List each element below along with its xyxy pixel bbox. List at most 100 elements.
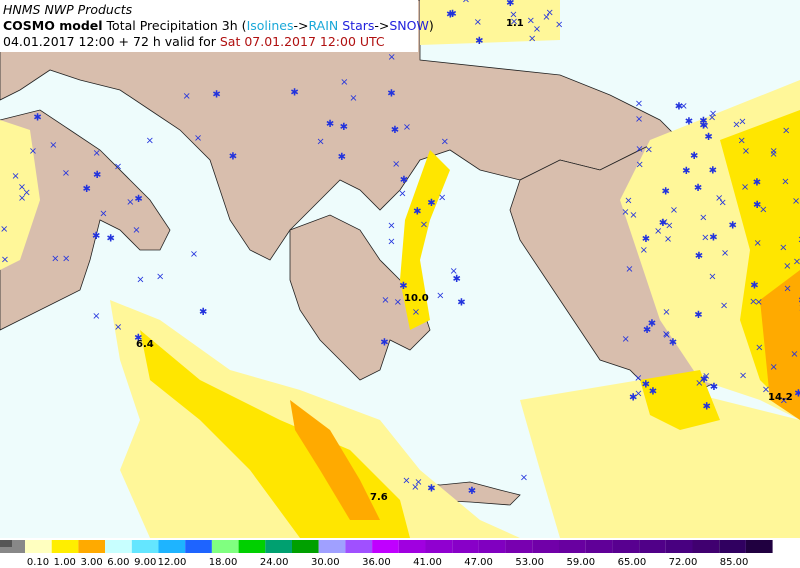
- colorbar-label: 18.00: [209, 557, 238, 568]
- snow-marker: ×: [420, 220, 428, 231]
- snow-marker: ×: [755, 342, 763, 353]
- snow-marker: ×: [701, 233, 709, 244]
- snow-marker: ×: [51, 254, 59, 265]
- isoline-label: 1.1: [506, 18, 524, 29]
- snow-marker: ✱: [753, 200, 761, 211]
- snow-marker: ×: [509, 9, 517, 20]
- snow-marker: ✱: [468, 486, 476, 497]
- snow-marker: ✱: [675, 101, 683, 112]
- snow-marker: ✱: [659, 218, 667, 229]
- snow-marker: ×: [398, 188, 406, 199]
- snow-marker: ×: [755, 297, 763, 308]
- snow-marker: ✱: [229, 151, 237, 162]
- colorbar-swatch: [265, 540, 292, 553]
- snow-marker: ×: [132, 225, 140, 236]
- header-title: COSMO model Total Precipitation 3h (Isol…: [3, 18, 434, 34]
- snow-marker: ×: [790, 349, 798, 360]
- header: HNMS NWP Products COSMO model Total Prec…: [0, 0, 434, 52]
- snow-marker: ×: [392, 159, 400, 170]
- colorbar-swatch: [78, 540, 106, 553]
- snow-marker: ×: [708, 113, 716, 124]
- colorbar-swatch: [585, 540, 613, 553]
- snow-marker: ×: [528, 34, 536, 45]
- snow-marker: ✱: [750, 280, 758, 291]
- snow-marker: ×: [11, 171, 19, 182]
- snow-marker: ×: [664, 234, 672, 245]
- field: Total Precipitation 3h: [106, 18, 238, 33]
- isoline-label: 10.0: [404, 293, 429, 304]
- snow-marker: ×: [146, 136, 154, 147]
- header-time: 04.01.2017 12:00 + 72 h valid for Sat 07…: [3, 34, 418, 50]
- snow-marker: ×: [414, 477, 422, 488]
- colorbar-swatch: [398, 540, 426, 553]
- snow-marker: ×: [640, 245, 648, 256]
- colorbar-swatch: [665, 540, 693, 553]
- snow-marker: ✱: [338, 152, 346, 163]
- snow-marker: ×: [29, 146, 37, 157]
- snow-marker: ✱: [629, 393, 637, 404]
- colorbar-swatch: [639, 540, 666, 553]
- snow-marker: ×: [701, 121, 709, 132]
- arrow: ->: [374, 18, 390, 33]
- snow-marker: ×: [388, 52, 396, 63]
- snow-marker: ×: [387, 236, 395, 247]
- snow-marker: ×: [438, 192, 446, 203]
- colorbar-label: 36.00: [362, 557, 391, 568]
- snow-marker: ✱: [648, 318, 656, 329]
- snow-marker: ×: [411, 482, 419, 493]
- snow-marker: ×: [93, 148, 101, 159]
- snow-marker: ×: [92, 311, 100, 322]
- snow-marker: ✱: [92, 231, 100, 242]
- snow-marker: ×: [739, 370, 747, 381]
- colorbar-swatch: [612, 540, 640, 553]
- snow-marker: ✱: [700, 374, 708, 385]
- snow-marker: ✱: [453, 274, 461, 285]
- snow-marker: ✱: [699, 121, 707, 132]
- colorbar-label: 47.00: [464, 557, 493, 568]
- snow-marker: ×: [793, 257, 800, 268]
- snow-marker: ✱: [380, 337, 388, 348]
- snow-marker: ×: [719, 198, 727, 209]
- snow-marker: ×: [316, 137, 324, 148]
- colorbar-swatch: [452, 540, 479, 553]
- snow-marker: ×: [662, 307, 670, 318]
- snow-marker: ✱: [506, 0, 514, 9]
- snow-marker: ✱: [134, 194, 142, 205]
- snow-marker: ×: [792, 196, 800, 207]
- snow-marker: ×: [546, 8, 554, 19]
- snow-marker: ×: [782, 126, 790, 137]
- snow-marker: ×: [555, 19, 563, 30]
- colorbar-swatch: [292, 540, 319, 553]
- snow-marker: ✱: [326, 119, 334, 130]
- snow-marker: ×: [770, 362, 778, 373]
- snow-marker: ×: [742, 146, 750, 157]
- snow-marker: ✱: [704, 132, 712, 143]
- colorbar-label: 72.00: [669, 557, 698, 568]
- snow-marker: ×: [340, 77, 348, 88]
- colorbar-swatch: [51, 540, 79, 553]
- snow-marker: ×: [625, 264, 633, 275]
- snow-marker: ×: [670, 205, 678, 216]
- snow-marker: ✱: [446, 10, 454, 21]
- snow-marker: ✱: [93, 170, 101, 181]
- snow-marker: ×: [520, 472, 528, 483]
- snow-marker: ×: [635, 114, 643, 125]
- snow-marker: ×: [780, 395, 788, 406]
- colorbar-swatch: [158, 540, 186, 553]
- snow-marker: ×: [156, 271, 164, 282]
- snow-marker: ×: [781, 177, 789, 188]
- snow-marker: ✱: [399, 281, 407, 292]
- model: COSMO model: [3, 18, 103, 33]
- snow-marker: ×: [349, 93, 357, 104]
- snow-marker: ×: [381, 295, 389, 306]
- snow-marker: ✱: [694, 183, 702, 194]
- snow-marker: ✱: [643, 325, 651, 336]
- snow-marker: ✱: [340, 122, 348, 133]
- snow-marker: ×: [394, 297, 402, 308]
- snow-marker: ✱: [695, 251, 703, 262]
- colorbar-swatch: [745, 540, 773, 553]
- snow-marker: ✱: [107, 234, 115, 245]
- colorbar-label: 85.00: [720, 557, 749, 568]
- colorbar-swatch: [372, 540, 399, 553]
